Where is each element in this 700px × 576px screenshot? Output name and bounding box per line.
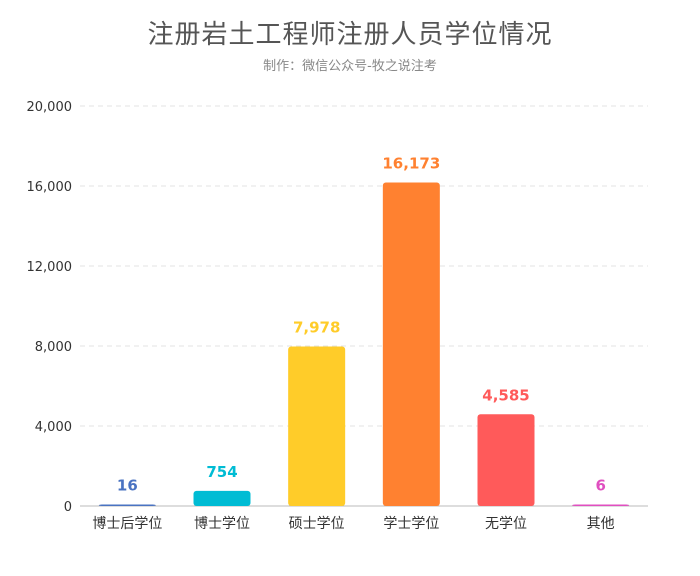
y-tick-label: 4,000	[35, 420, 72, 435]
data-label: 16,173	[382, 155, 440, 173]
x-tick-label: 无学位	[485, 516, 527, 532]
x-tick-label: 博士后学位	[92, 515, 162, 532]
data-label: 6	[595, 477, 605, 495]
bar	[193, 490, 251, 506]
y-tick-label: 20,000	[27, 100, 73, 115]
y-tick-label: 8,000	[35, 340, 72, 355]
data-label: 16	[117, 477, 138, 495]
x-tick-label: 硕士学位	[289, 516, 345, 532]
x-tick-label: 博士学位	[194, 515, 250, 532]
bar	[98, 504, 156, 506]
data-label: 754	[206, 463, 237, 481]
data-label: 4,585	[482, 386, 529, 404]
bar	[572, 504, 630, 506]
chart-title: 注册岩土工程师注册人员学位情况	[147, 20, 553, 50]
y-tick-label: 0	[64, 500, 72, 515]
y-tick-label: 12,000	[27, 260, 73, 275]
x-tick-label: 其他	[587, 516, 615, 532]
y-tick-label: 16,000	[27, 180, 73, 195]
bar	[288, 346, 346, 506]
data-label: 7,978	[293, 318, 340, 336]
bar	[477, 414, 535, 506]
chart-subtitle: 制作：微信公众号-牧之说注考	[263, 59, 437, 74]
bar	[382, 182, 440, 507]
x-tick-label: 学士学位	[383, 516, 439, 532]
